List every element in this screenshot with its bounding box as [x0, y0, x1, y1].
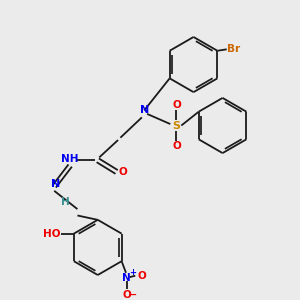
- Text: N: N: [122, 273, 131, 283]
- Text: N: N: [140, 104, 149, 115]
- Text: O: O: [122, 290, 131, 300]
- Text: O: O: [172, 100, 181, 110]
- Text: S: S: [172, 121, 180, 130]
- Text: O: O: [172, 141, 181, 152]
- Text: HO: HO: [44, 229, 61, 238]
- Text: NH: NH: [61, 154, 79, 164]
- Text: −: −: [128, 290, 137, 300]
- Text: H: H: [61, 197, 70, 207]
- Text: O: O: [138, 271, 147, 281]
- Text: N: N: [51, 179, 60, 189]
- Text: O: O: [118, 167, 127, 177]
- Text: Br: Br: [227, 44, 240, 54]
- Text: +: +: [129, 268, 136, 277]
